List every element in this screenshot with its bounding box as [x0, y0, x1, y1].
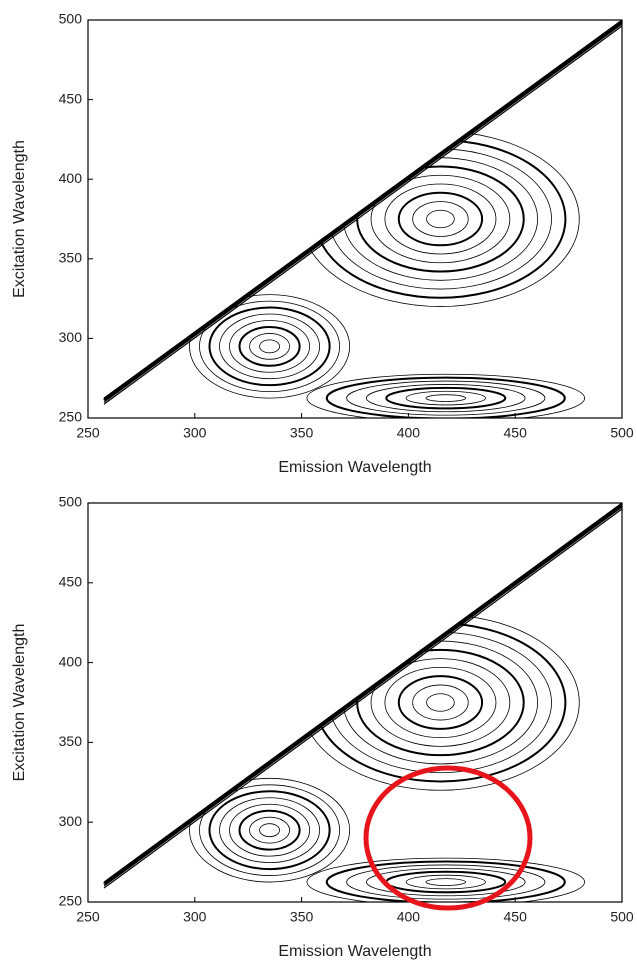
x-tick-label: 250 [76, 425, 100, 441]
contour-line [405, 390, 486, 406]
contour-line [405, 874, 486, 890]
contour-line [425, 394, 467, 402]
contour-line [189, 294, 351, 399]
contour-line [366, 867, 526, 897]
x-tick-label: 450 [504, 909, 528, 925]
contour-line [384, 666, 497, 739]
contour-line [208, 790, 331, 871]
x-axis-label: Emission Wavelength [278, 943, 431, 960]
contour-line [325, 376, 566, 418]
y-tick-label: 450 [59, 90, 83, 106]
contour-line [219, 797, 321, 863]
y-axis-label: Excitation Wavelength [11, 624, 28, 782]
x-tick-label: 300 [183, 425, 207, 441]
highlight-ellipse [363, 765, 533, 911]
contour-line [370, 658, 511, 747]
scatter-line [103, 23, 623, 403]
contour-line [259, 823, 280, 838]
contour-line [342, 640, 539, 765]
x-tick-label: 350 [290, 909, 314, 925]
contour-line [219, 313, 321, 380]
contour-line [238, 325, 301, 367]
plot-frame [87, 19, 623, 419]
contour-line [306, 857, 586, 902]
scatter-line [103, 25, 623, 405]
contour-line [426, 209, 455, 229]
contour-line [208, 306, 331, 387]
scatter-line [103, 503, 623, 886]
contour-line [328, 631, 552, 774]
scatter-line [103, 19, 623, 399]
contour-line [249, 333, 290, 360]
y-tick-label: 300 [59, 329, 83, 345]
y-tick-label: 300 [59, 813, 83, 829]
contour-line [249, 816, 290, 844]
contour-line [370, 174, 511, 264]
x-axis-label: Emission Wavelength [278, 459, 431, 476]
plot-frame [87, 502, 623, 903]
contour-line [412, 684, 469, 721]
y-tick-label: 450 [59, 574, 83, 590]
contour-line [425, 878, 467, 886]
y-tick-label: 400 [59, 170, 83, 186]
contour-line [366, 384, 526, 413]
contour-line [356, 165, 525, 273]
contour-line [412, 201, 469, 237]
contour-plot [103, 19, 623, 418]
contour-line [385, 386, 507, 410]
contours [189, 131, 586, 418]
contour-line [306, 373, 586, 418]
x-tick-label: 500 [610, 425, 634, 441]
x-tick-label: 400 [397, 425, 421, 441]
contour-line [199, 784, 341, 876]
contour-line [397, 191, 484, 247]
y-tick-label: 350 [59, 250, 83, 266]
scatter-line [103, 508, 623, 889]
contour-line [346, 864, 546, 900]
contour-line [199, 300, 341, 393]
contour-line [325, 860, 566, 902]
x-tick-label: 250 [76, 909, 100, 925]
contour-line [189, 777, 351, 883]
x-tick-label: 500 [610, 909, 634, 925]
y-tick-label: 500 [59, 11, 83, 27]
y-tick-label: 350 [59, 733, 83, 749]
y-axis-label: Excitation Wavelength [11, 140, 28, 298]
y-tick-label: 250 [59, 893, 83, 909]
contour-plot [103, 502, 623, 902]
y-tick-label: 500 [59, 494, 83, 510]
contour-line [229, 803, 311, 857]
x-tick-label: 450 [504, 425, 528, 441]
x-tick-label: 350 [290, 425, 314, 441]
contour-line [426, 693, 455, 712]
contour-line [342, 157, 539, 281]
contour-line [346, 380, 546, 416]
y-tick-label: 400 [59, 653, 83, 669]
contour-line [356, 648, 525, 757]
scatter-line [103, 20, 623, 402]
x-tick-label: 400 [397, 909, 421, 925]
contour-line [259, 339, 280, 354]
contour-line [229, 320, 311, 373]
scatter-line [103, 502, 623, 883]
contour-line [384, 183, 497, 255]
contour-line [328, 148, 552, 290]
contour-line [238, 809, 301, 851]
y-tick-label: 250 [59, 409, 83, 425]
contour-line [397, 675, 484, 730]
x-tick-label: 300 [183, 909, 207, 925]
scatter-line [103, 506, 623, 887]
